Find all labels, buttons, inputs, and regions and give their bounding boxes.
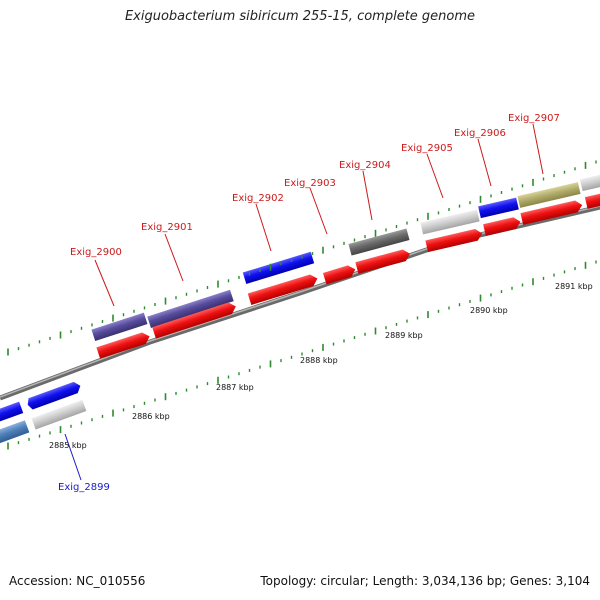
gene-label[interactable]: Exig_2900 xyxy=(70,247,122,258)
feature-2904[interactable] xyxy=(348,228,410,256)
kbp-label: 2888 kbp xyxy=(300,356,338,365)
map-title: Exiguobacterium sibiricum 255-15, comple… xyxy=(124,9,476,24)
feature-2900[interactable] xyxy=(91,312,148,342)
gene-labels: Exig_2899 Exig_2900 Exig_2901 Exig_2902 … xyxy=(58,113,560,493)
kbp-label: 2890 kbp xyxy=(470,306,508,315)
genome-summary-text: Topology: circular; Length: 3,034,136 bp… xyxy=(260,574,590,588)
gene-label[interactable]: Exig_2902 xyxy=(232,193,284,204)
kbp-label: 2889 kbp xyxy=(385,331,423,340)
gene-label[interactable]: Exig_2904 xyxy=(339,160,391,171)
feature-left-steel[interactable] xyxy=(0,420,30,449)
feature-2907[interactable] xyxy=(517,182,581,208)
feature-2905[interactable] xyxy=(420,209,480,235)
gene-label[interactable]: Exig_2903 xyxy=(284,178,336,189)
label-leader-2899 xyxy=(64,433,82,481)
cds-right-edge[interactable] xyxy=(584,192,600,209)
cds-2903[interactable] xyxy=(322,264,357,285)
cds-2901[interactable] xyxy=(152,301,237,339)
gene-label[interactable]: Exig_2907 xyxy=(508,113,560,124)
gene-features xyxy=(0,174,600,449)
feature-left-blue-arrow[interactable] xyxy=(26,380,83,410)
cds-2905[interactable] xyxy=(425,228,483,253)
cds-2907[interactable] xyxy=(520,199,583,225)
feature-2906[interactable] xyxy=(478,197,519,219)
kbp-label: 2886 kbp xyxy=(132,412,170,421)
gene-label[interactable]: Exig_2899 xyxy=(58,482,110,493)
genome-backbone xyxy=(0,204,600,401)
gene-label[interactable]: Exig_2905 xyxy=(401,143,453,154)
label-leaders xyxy=(94,123,544,307)
feature-2902[interactable] xyxy=(242,251,315,284)
gene-label[interactable]: Exig_2906 xyxy=(454,128,506,139)
feature-2901[interactable] xyxy=(147,289,234,328)
kbp-label: 2891 kbp xyxy=(555,282,593,291)
cds-2906[interactable] xyxy=(483,216,522,236)
accession-text: Accession: NC_010556 xyxy=(9,574,146,588)
cds-2900[interactable] xyxy=(96,331,151,359)
cds-2904[interactable] xyxy=(355,248,411,274)
cds-2902[interactable] xyxy=(247,273,319,305)
scale-ticks xyxy=(7,160,597,450)
kbp-label: 2887 kbp xyxy=(216,383,254,392)
feature-right-edge[interactable] xyxy=(579,174,600,192)
kbp-labels: 2885 kbp 2886 kbp 2887 kbp 2888 kbp 2889… xyxy=(49,282,593,450)
feature-left-grey[interactable] xyxy=(31,399,87,430)
gene-label[interactable]: Exig_2901 xyxy=(141,222,193,233)
kbp-label: 2885 kbp xyxy=(49,441,87,450)
feature-left-blue-upper[interactable] xyxy=(0,401,24,427)
